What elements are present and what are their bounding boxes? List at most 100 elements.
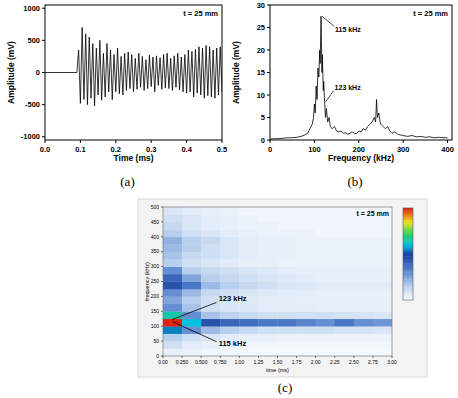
plot-frame xyxy=(270,5,452,140)
heat-cell xyxy=(239,326,258,334)
heat-cell xyxy=(278,207,297,215)
heat-cell xyxy=(316,289,335,297)
heat-cell xyxy=(297,267,316,275)
heat-cell xyxy=(354,349,373,356)
y-tick-label: 0 xyxy=(261,136,265,145)
heat-cell xyxy=(297,289,316,297)
heat-cell xyxy=(297,222,316,230)
heat-cell xyxy=(335,296,354,304)
heat-cell xyxy=(258,311,277,319)
heat-cell xyxy=(201,282,220,290)
colorbar-step xyxy=(403,284,413,287)
heat-cell xyxy=(373,237,392,245)
heat-cell xyxy=(373,229,392,237)
y-tick-label: 500 xyxy=(151,204,160,210)
plot-frame xyxy=(163,207,392,356)
heat-cell xyxy=(354,237,373,245)
heat-cell xyxy=(278,296,297,304)
chart-panel: 0.00.10.20.30.40.5-1000-50005001000Time … xyxy=(6,4,227,189)
heat-cell xyxy=(354,326,373,334)
heat-cell xyxy=(182,319,201,327)
heat-cell xyxy=(239,229,258,237)
y-tick-label: 25 xyxy=(257,23,265,32)
heat-cell xyxy=(258,282,277,290)
heat-cell xyxy=(316,296,335,304)
heat-cell xyxy=(297,349,316,356)
heat-cell xyxy=(220,311,239,319)
annotation-arrow xyxy=(326,91,334,102)
heat-cell xyxy=(220,326,239,334)
heat-cell xyxy=(335,341,354,349)
y-tick-label: 0 xyxy=(36,68,40,77)
colorbar-step xyxy=(403,291,413,294)
heat-cell xyxy=(220,237,239,245)
heat-cell xyxy=(373,267,392,275)
heat-cell xyxy=(373,282,392,290)
colorbar-frame xyxy=(403,208,413,300)
x-tick-label: 0.0 xyxy=(40,145,50,154)
heat-cell xyxy=(163,252,182,260)
heat-cell xyxy=(182,237,201,245)
x-tick-label: 1.75 xyxy=(292,359,302,365)
heat-cell xyxy=(258,214,277,222)
heat-cell xyxy=(239,237,258,245)
x-tick-label: 2.75 xyxy=(368,359,378,365)
heat-cell xyxy=(316,334,335,342)
heat-cell xyxy=(239,252,258,260)
colorbar-step xyxy=(403,231,413,234)
heat-cell xyxy=(335,207,354,215)
heat-cell xyxy=(258,229,277,237)
heat-cell xyxy=(220,229,239,237)
y-tick-label: 30 xyxy=(257,1,265,10)
y-tick-label: 5 xyxy=(261,113,265,122)
x-tick-label: 0.00 xyxy=(158,359,168,365)
heat-cell xyxy=(239,267,258,275)
y-tick-label: 50 xyxy=(153,338,159,344)
heat-cell xyxy=(163,304,182,312)
plot-area xyxy=(45,28,222,106)
colorbar-step xyxy=(403,240,413,243)
signal-line xyxy=(45,28,222,106)
heat-cell xyxy=(182,296,201,304)
heat-cell xyxy=(182,222,201,230)
heat-cell xyxy=(354,304,373,312)
subtitle: t = 25 mm xyxy=(357,210,390,217)
heat-cell xyxy=(163,229,182,237)
colorbar-step xyxy=(403,263,413,266)
heat-cell xyxy=(163,326,182,334)
heat-cell xyxy=(278,244,297,252)
heat-cell xyxy=(182,259,201,267)
y-tick-label: 150 xyxy=(151,308,160,314)
heat-cell xyxy=(297,319,316,327)
colorbar-step xyxy=(403,222,413,225)
heat-cell xyxy=(163,237,182,245)
heat-cell xyxy=(316,319,335,327)
heat-cell xyxy=(354,267,373,275)
heat-cell xyxy=(316,349,335,356)
heat-cell xyxy=(258,304,277,312)
plot-area xyxy=(270,16,448,139)
x-axis-title: time (ms) xyxy=(266,367,289,373)
heat-cell xyxy=(297,252,316,260)
heat-cell xyxy=(297,326,316,334)
heat-cell xyxy=(201,349,220,356)
background xyxy=(0,0,458,398)
heat-cell xyxy=(373,252,392,260)
x-tick-label: 1.25 xyxy=(254,359,264,365)
x-tick-label: 0 xyxy=(268,145,272,154)
heat-cell xyxy=(182,334,201,342)
colorbar-step xyxy=(403,226,413,229)
heat-cell xyxy=(335,289,354,297)
heat-cell xyxy=(258,207,277,215)
heat-cell xyxy=(163,282,182,290)
heat-cell xyxy=(335,259,354,267)
heat-cell xyxy=(354,222,373,230)
annotation-arrow xyxy=(322,16,334,26)
heat-cell xyxy=(239,259,258,267)
heat-cell xyxy=(335,311,354,319)
heat-cell xyxy=(316,214,335,222)
heat-cell xyxy=(373,289,392,297)
heat-cell xyxy=(163,296,182,304)
heat-cell xyxy=(335,304,354,312)
heat-cell xyxy=(258,237,277,245)
